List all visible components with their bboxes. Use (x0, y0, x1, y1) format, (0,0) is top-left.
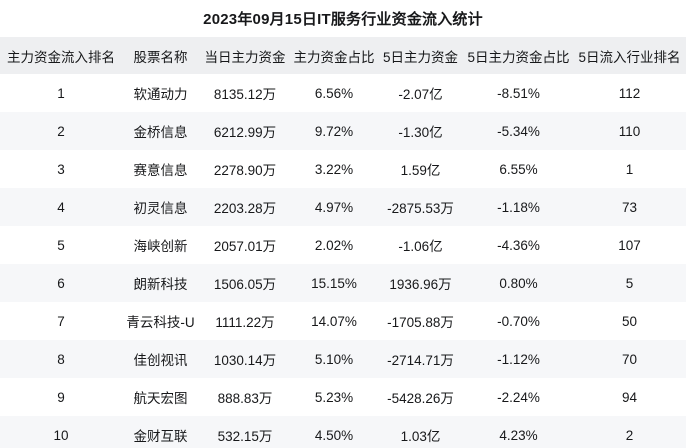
table-row: 4 初灵信息 2203.28万 4.97% -2875.53万 -1.18% 7… (0, 188, 686, 226)
cell-5day-main-funds: -2875.53万 (377, 188, 464, 226)
cell-5day-main-funds: 1.59亿 (377, 150, 464, 188)
cell-rank: 9 (0, 378, 122, 416)
cell-5day-industry-rank: 1 (573, 150, 686, 188)
cell-5day-industry-rank: 50 (573, 302, 686, 340)
col-header-5day-funds-ratio: 5日主力资金占比 (464, 37, 573, 74)
cell-rank: 2 (0, 112, 122, 150)
cell-main-funds-ratio: 15.15% (291, 264, 377, 302)
cell-main-funds-ratio: 9.72% (291, 112, 377, 150)
cell-rank: 4 (0, 188, 122, 226)
cell-today-main-funds: 2278.90万 (199, 150, 291, 188)
cell-5day-main-funds: 1.03亿 (377, 416, 464, 448)
cell-5day-funds-ratio: -1.12% (464, 340, 573, 378)
table-row: 9 航天宏图 888.83万 5.23% -5428.26万 -2.24% 94 (0, 378, 686, 416)
cell-main-funds-ratio: 4.50% (291, 416, 377, 448)
col-header-stock-name: 股票名称 (122, 37, 199, 74)
cell-stock-name: 赛意信息 (122, 150, 199, 188)
page-title: 2023年09月15日IT服务行业资金流入统计 (203, 11, 483, 28)
table-row: 7 青云科技-U 1111.22万 14.07% -1705.88万 -0.70… (0, 302, 686, 340)
table-row: 8 佳创视讯 1030.14万 5.10% -2714.71万 -1.12% 7… (0, 340, 686, 378)
cell-today-main-funds: 2203.28万 (199, 188, 291, 226)
cell-5day-main-funds: -1.06亿 (377, 226, 464, 264)
cell-5day-industry-rank: 110 (573, 112, 686, 150)
cell-5day-main-funds: -2714.71万 (377, 340, 464, 378)
cell-rank: 1 (0, 74, 122, 112)
cell-stock-name: 金桥信息 (122, 112, 199, 150)
cell-stock-name: 软通动力 (122, 74, 199, 112)
header-row: 主力资金流入排名 股票名称 当日主力资金 主力资金占比 5日主力资金 5日主力资… (0, 37, 686, 74)
capital-inflow-table: 主力资金流入排名 股票名称 当日主力资金 主力资金占比 5日主力资金 5日主力资… (0, 37, 686, 448)
cell-rank: 6 (0, 264, 122, 302)
cell-stock-name: 初灵信息 (122, 188, 199, 226)
col-header-5day-industry-rank: 5日流入行业排名 (573, 37, 686, 74)
cell-5day-funds-ratio: -5.34% (464, 112, 573, 150)
cell-stock-name: 海峡创新 (122, 226, 199, 264)
table-row: 1 软通动力 8135.12万 6.56% -2.07亿 -8.51% 112 (0, 74, 686, 112)
col-header-main-funds-ratio: 主力资金占比 (291, 37, 377, 74)
cell-5day-funds-ratio: -1.18% (464, 188, 573, 226)
title-bar: 2023年09月15日IT服务行业资金流入统计 (0, 0, 686, 37)
cell-stock-name: 金财互联 (122, 416, 199, 448)
cell-5day-industry-rank: 70 (573, 340, 686, 378)
cell-main-funds-ratio: 4.97% (291, 188, 377, 226)
cell-today-main-funds: 888.83万 (199, 378, 291, 416)
cell-5day-funds-ratio: -4.36% (464, 226, 573, 264)
cell-5day-industry-rank: 112 (573, 74, 686, 112)
cell-5day-funds-ratio: -8.51% (464, 74, 573, 112)
cell-today-main-funds: 8135.12万 (199, 74, 291, 112)
cell-5day-main-funds: -2.07亿 (377, 74, 464, 112)
table-row: 10 金财互联 532.15万 4.50% 1.03亿 4.23% 2 (0, 416, 686, 448)
cell-main-funds-ratio: 6.56% (291, 74, 377, 112)
cell-main-funds-ratio: 2.02% (291, 226, 377, 264)
cell-rank: 5 (0, 226, 122, 264)
table-row: 3 赛意信息 2278.90万 3.22% 1.59亿 6.55% 1 (0, 150, 686, 188)
cell-today-main-funds: 532.15万 (199, 416, 291, 448)
cell-5day-industry-rank: 5 (573, 264, 686, 302)
cell-5day-industry-rank: 107 (573, 226, 686, 264)
cell-5day-main-funds: -5428.26万 (377, 378, 464, 416)
cell-5day-main-funds: -1705.88万 (377, 302, 464, 340)
cell-today-main-funds: 1111.22万 (199, 302, 291, 340)
cell-5day-funds-ratio: 4.23% (464, 416, 573, 448)
table-row: 6 朗新科技 1506.05万 15.15% 1936.96万 0.80% 5 (0, 264, 686, 302)
col-header-main-inflow-rank: 主力资金流入排名 (0, 37, 122, 74)
cell-stock-name: 佳创视讯 (122, 340, 199, 378)
cell-5day-industry-rank: 73 (573, 188, 686, 226)
cell-stock-name: 朗新科技 (122, 264, 199, 302)
col-header-5day-main-funds: 5日主力资金 (377, 37, 464, 74)
table-body: 1 软通动力 8135.12万 6.56% -2.07亿 -8.51% 112 … (0, 74, 686, 448)
table-header: 主力资金流入排名 股票名称 当日主力资金 主力资金占比 5日主力资金 5日主力资… (0, 37, 686, 74)
cell-rank: 7 (0, 302, 122, 340)
cell-today-main-funds: 1506.05万 (199, 264, 291, 302)
cell-stock-name: 航天宏图 (122, 378, 199, 416)
cell-main-funds-ratio: 14.07% (291, 302, 377, 340)
cell-today-main-funds: 1030.14万 (199, 340, 291, 378)
cell-5day-funds-ratio: 0.80% (464, 264, 573, 302)
col-header-today-main-funds: 当日主力资金 (199, 37, 291, 74)
cell-rank: 10 (0, 416, 122, 448)
table-row: 5 海峡创新 2057.01万 2.02% -1.06亿 -4.36% 107 (0, 226, 686, 264)
cell-rank: 3 (0, 150, 122, 188)
cell-today-main-funds: 6212.99万 (199, 112, 291, 150)
table-row: 2 金桥信息 6212.99万 9.72% -1.30亿 -5.34% 110 (0, 112, 686, 150)
cell-main-funds-ratio: 5.10% (291, 340, 377, 378)
cell-5day-funds-ratio: -0.70% (464, 302, 573, 340)
cell-5day-main-funds: -1.30亿 (377, 112, 464, 150)
cell-main-funds-ratio: 5.23% (291, 378, 377, 416)
cell-5day-funds-ratio: -2.24% (464, 378, 573, 416)
cell-today-main-funds: 2057.01万 (199, 226, 291, 264)
cell-rank: 8 (0, 340, 122, 378)
cell-5day-industry-rank: 2 (573, 416, 686, 448)
cell-main-funds-ratio: 3.22% (291, 150, 377, 188)
cell-5day-industry-rank: 94 (573, 378, 686, 416)
cell-5day-main-funds: 1936.96万 (377, 264, 464, 302)
cell-stock-name: 青云科技-U (122, 302, 199, 340)
cell-5day-funds-ratio: 6.55% (464, 150, 573, 188)
